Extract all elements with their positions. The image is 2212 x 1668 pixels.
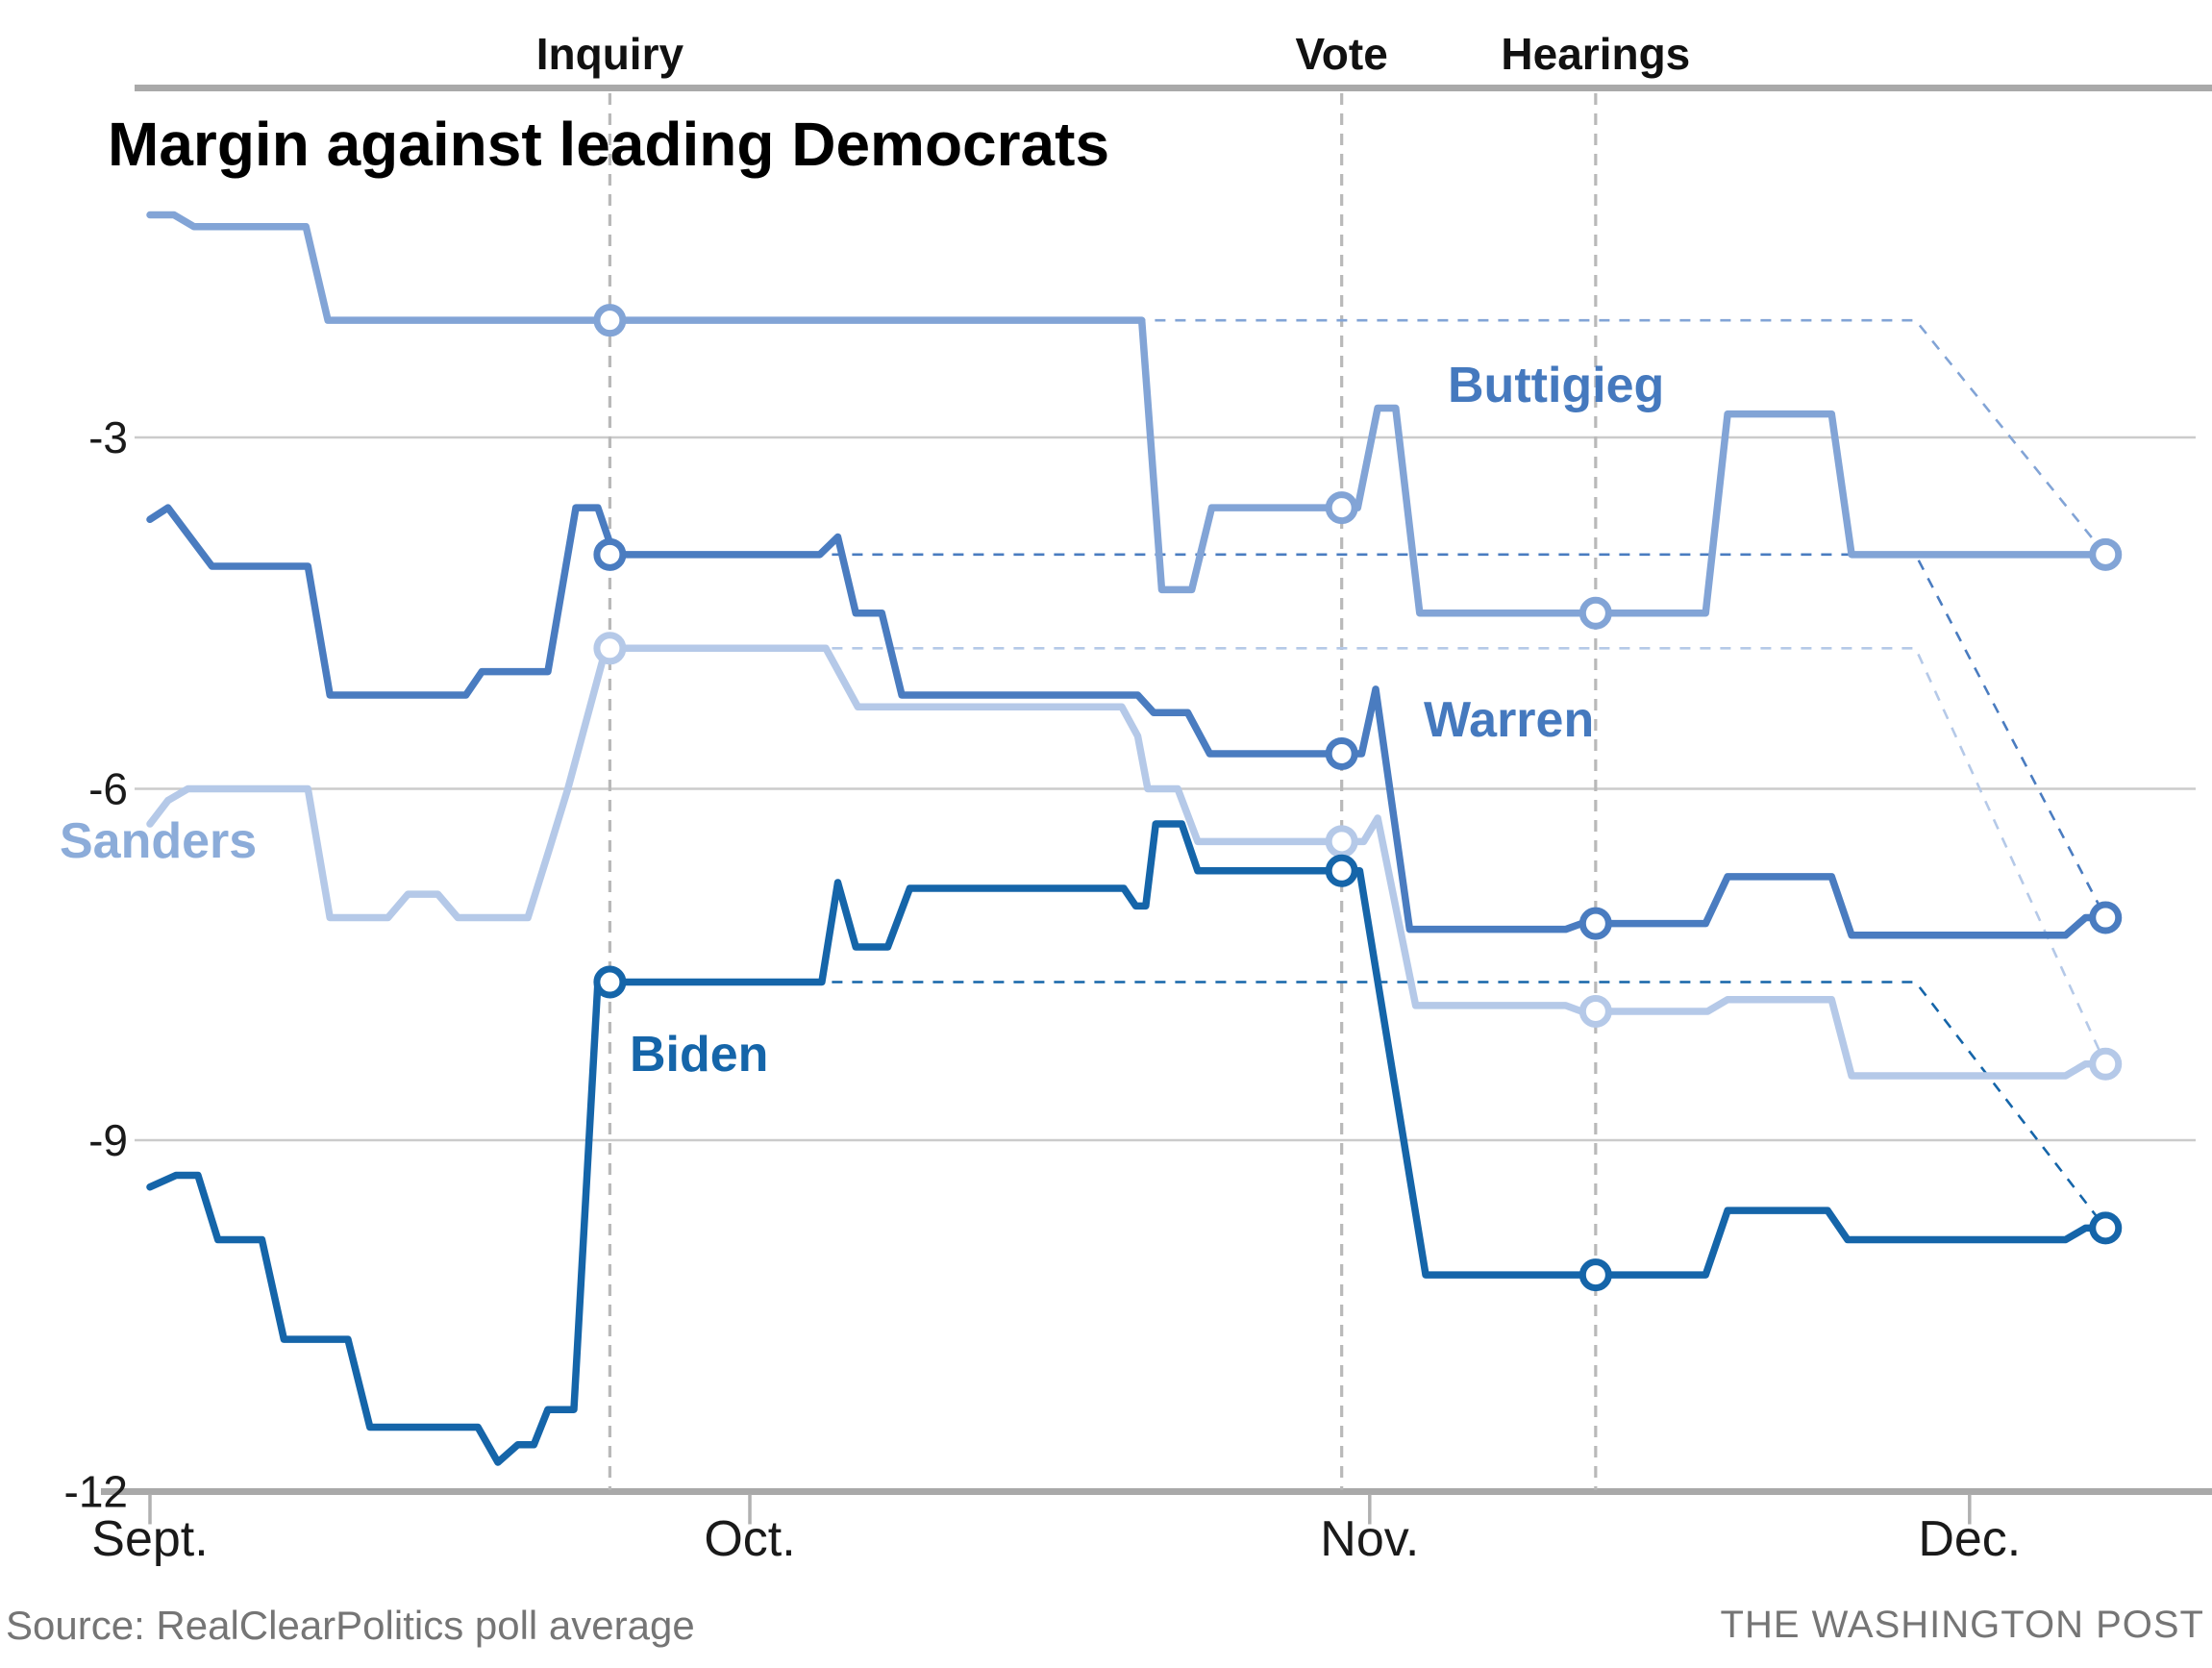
marker-biden — [593, 965, 627, 999]
series-line-biden — [146, 820, 2109, 1466]
series-line-buttigieg — [146, 211, 2109, 617]
guide-dash-warren — [609, 553, 2107, 919]
x-tick-label-dec: Dec. — [1918, 1511, 2021, 1567]
publisher-credit: THE WASHINGTON POST — [1721, 1604, 2204, 1646]
series-label-buttigieg: Buttigieg — [1448, 358, 1664, 413]
marker-sanders — [1578, 994, 1612, 1028]
guide-dash-biden — [609, 981, 2107, 1230]
marker-buttigieg — [2089, 537, 2123, 571]
event-label-inquiry: Inquiry — [536, 29, 684, 79]
chart-title: Margin against leading Democrats — [108, 110, 1109, 179]
marker-sanders — [1325, 825, 1358, 859]
marker-buttigieg — [1578, 596, 1612, 630]
series-line-sanders — [146, 644, 2109, 1080]
guide-dashes-layer — [609, 318, 2107, 1230]
y-tick-label: -3 — [88, 412, 128, 462]
marker-biden — [1325, 854, 1358, 887]
marker-sanders — [593, 632, 627, 665]
marker-warren — [1325, 736, 1358, 770]
marker-biden — [1578, 1258, 1612, 1292]
series-label-warren: Warren — [1424, 692, 1594, 748]
event-lines-layer — [608, 93, 1598, 1490]
x-tick-label-nov: Nov. — [1320, 1511, 1419, 1567]
marker-warren — [1578, 907, 1612, 940]
series-line-warren — [146, 504, 2109, 939]
timeline-bar — [135, 85, 2212, 91]
series-lines-layer — [146, 211, 2109, 1466]
y-tick-label: -12 — [64, 1466, 128, 1516]
y-tick-label: -6 — [88, 763, 128, 813]
source-note: Source: RealClearPolitics poll average — [6, 1603, 695, 1648]
event-markers-layer — [593, 304, 2123, 1292]
marker-warren — [2089, 901, 2123, 934]
y-tick-label: -9 — [88, 1115, 128, 1165]
marker-buttigieg — [1325, 491, 1358, 525]
gridlines-layer — [101, 85, 2212, 1525]
marker-sanders — [2089, 1047, 2123, 1081]
x-tick-label-oct: Oct. — [704, 1511, 795, 1567]
event-label-vote: Vote — [1296, 29, 1388, 79]
guide-dash-sanders — [609, 646, 2107, 1065]
x-tick-label-sept: Sept. — [91, 1511, 208, 1567]
series-label-biden: Biden — [630, 1027, 768, 1083]
series-label-sanders: Sanders — [60, 813, 257, 869]
marker-warren — [593, 537, 627, 571]
marker-buttigieg — [593, 304, 627, 337]
marker-biden — [2089, 1211, 2123, 1245]
event-label-hearings: Hearings — [1501, 29, 1690, 79]
